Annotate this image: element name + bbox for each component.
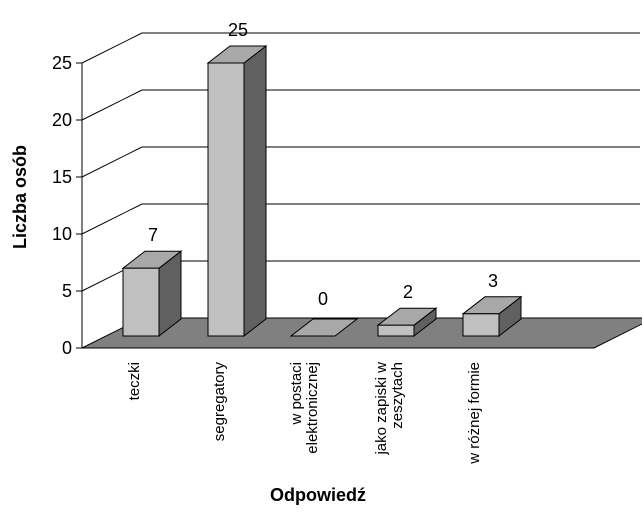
bar-top — [289, 318, 359, 337]
y-axis-title: Liczba osób — [10, 145, 30, 249]
y-tick-label: 15 — [52, 167, 72, 187]
bars — [121, 44, 523, 338]
category-label: zeszytach — [389, 362, 406, 429]
bar — [289, 318, 359, 337]
category-label: w różnej formie — [466, 362, 483, 465]
y-tick-label: 20 — [52, 110, 72, 130]
bar-front — [377, 324, 415, 337]
bar — [206, 44, 268, 338]
bar-side — [243, 44, 267, 338]
bar — [461, 295, 523, 338]
y-tick-label: 25 — [52, 53, 72, 73]
data-label: 25 — [228, 20, 248, 40]
y-tick-label: 5 — [62, 281, 72, 301]
bar-front — [462, 313, 500, 337]
category-label: w postaci — [288, 362, 305, 426]
x-axis-title: Odpowiedź — [270, 485, 366, 505]
data-label: 2 — [403, 282, 413, 302]
gridline-diagonal — [81, 146, 143, 178]
y-tick-label: 10 — [52, 224, 72, 244]
bar-front — [122, 267, 160, 337]
data-label: 3 — [488, 271, 498, 291]
gridline-diagonal — [81, 203, 143, 235]
y-tick-label: 0 — [62, 338, 72, 358]
gridline-diagonal — [81, 32, 143, 64]
axes: 0 5 10 15 20 25 — [52, 53, 83, 358]
data-label: 0 — [318, 289, 328, 309]
gridline-diagonal — [81, 89, 143, 121]
category-label: segregatory — [211, 362, 228, 442]
labels: 7 teczki 25 segregatory 0 w postaci elektronic… — [126, 20, 498, 465]
category-label: elektronicznej — [304, 362, 321, 454]
bar — [376, 307, 438, 338]
bar — [121, 250, 183, 338]
bar-front — [207, 62, 245, 337]
category-label: jako zapiski w — [373, 362, 390, 456]
data-label: 7 — [148, 225, 158, 245]
category-label: teczki — [126, 362, 143, 400]
